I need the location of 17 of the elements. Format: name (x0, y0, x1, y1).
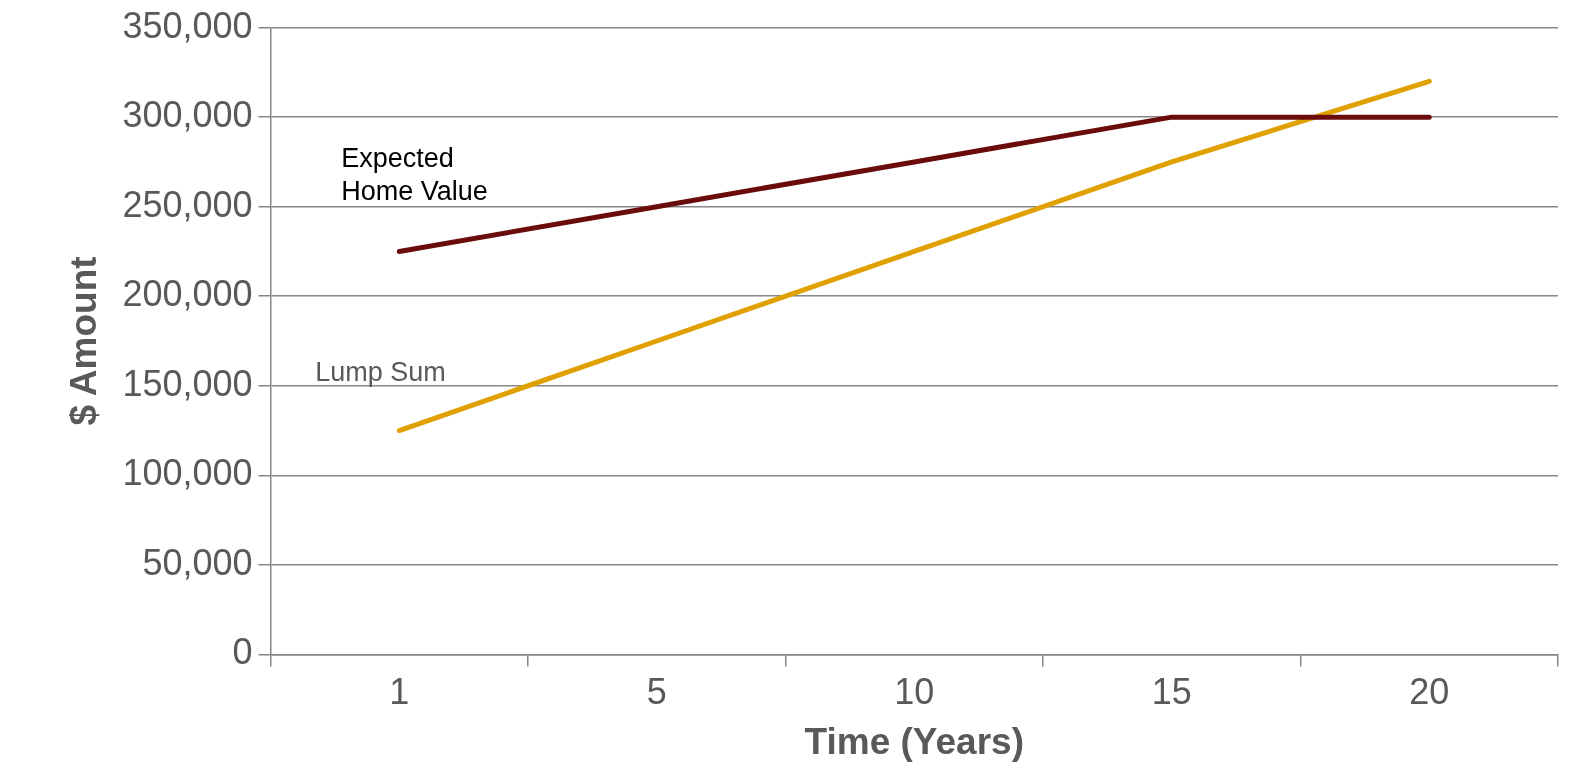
y-axis-title: $ Amount (63, 256, 105, 426)
x-tick-label: 15 (1151, 670, 1192, 712)
y-tick-label: 150,000 (122, 362, 253, 404)
x-tick-label: 5 (646, 670, 667, 712)
y-tick-label: 300,000 (122, 94, 253, 136)
x-tick-label: 20 (1409, 670, 1450, 712)
x-tick-label: 1 (389, 670, 410, 712)
y-tick-label: 200,000 (122, 273, 253, 315)
series-label: Expected Home Value (341, 143, 488, 207)
x-tick-label: 10 (894, 670, 935, 712)
y-tick-label: 50,000 (142, 541, 253, 583)
x-axis-title: Time (Years) (804, 721, 1024, 762)
y-tick-label: 350,000 (122, 4, 253, 46)
series-label: Lump Sum (315, 357, 446, 388)
y-tick-label: 100,000 (122, 452, 253, 494)
y-tick-label: 0 (232, 631, 253, 673)
y-tick-label: 250,000 (122, 183, 253, 225)
